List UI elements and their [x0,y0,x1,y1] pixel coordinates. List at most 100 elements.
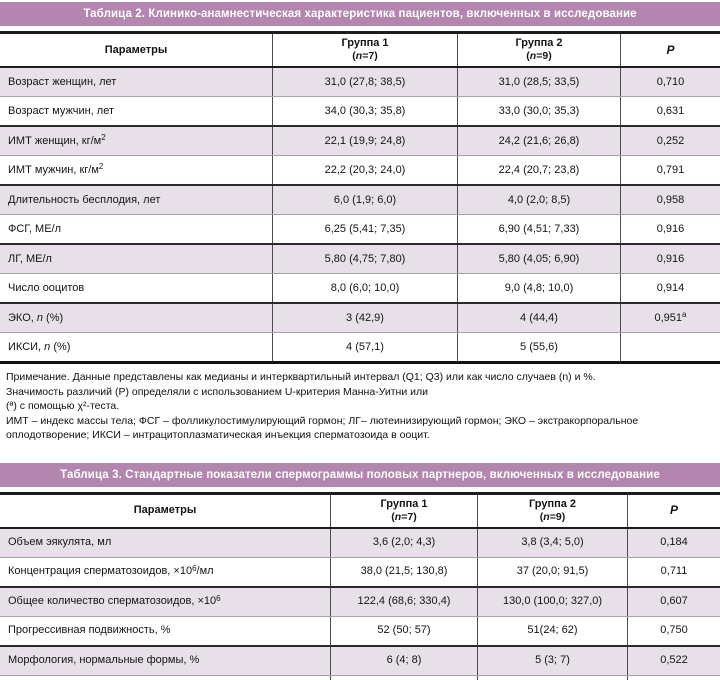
param-cell: ИМТ мужчин, кг/м 2 [8,162,104,176]
table-row: Лейкоциты, ×106/мл 0,3 (0,2; 0,5) 0,5 (0… [0,674,720,680]
col-header-parameters: Параметры [104,43,168,56]
group-size: (n=9) [539,510,566,523]
p-value-cell: 0,711 [627,557,720,586]
p-value-cell [620,333,720,361]
group2-cell: 24,2 (21,6; 26,8) [457,127,620,155]
table-row: ЛГ, МЕ/л 5,80 (4,75; 7,80) 5,80 (4,05; 6… [0,243,720,273]
param-cell: Число ооцитов [8,281,85,294]
table-row: Концентрация сперматозоидов, ×10 6/мл 38,… [0,556,720,586]
table2-header-row: Параметры Группа 1 (n=7) Группа 2 (n=9) … [0,34,720,68]
table-row: ИМТ мужчин, кг/м 2 22,2 (20,3; 24,0) 22,4… [0,155,720,184]
p-value-cell: 0,958 [620,186,720,214]
p-value-cell: 0,791 [620,156,720,184]
table3-section: Таблица 3. Стандартные показатели спермо… [0,462,720,680]
group-size: (n=7) [352,50,378,62]
p-value-cell: 0,914 [620,274,720,302]
group1-cell: 3 (42,9) [272,304,457,332]
group-label: Группа 2 [528,497,577,510]
group1-cell: 122,4 (68,6; 330,4) [330,587,477,616]
param-cell: Возраст мужчин, лет [8,104,115,117]
group1-cell: 6,25 (5,41; 7,35) [272,215,457,243]
param-cell: Концентрация сперматозоидов, ×10 6/мл [8,563,214,578]
table-row: Общее количество сперматозоидов, ×10 6 12… [0,585,720,616]
table2-body: Возраст женщин, лет 31,0 (27,8; 38,5) 31… [0,68,720,361]
table-row: Объем эякулята, мл 3,6 (2,0; 4,3) 3,8 (3… [0,528,720,557]
p-value-cell: 0,631 [620,97,720,125]
table-row: Число ооцитов 8,0 (6,0; 10,0) 9,0 (4,8; … [0,273,720,302]
group2-cell: 6,90 (4,51; 7,33) [457,215,620,243]
group1-cell: 31,0 (27,8; 38,5) [272,68,457,96]
group2-cell: 4 (44,4) [457,304,620,332]
param-cell: Длительность бесплодия, лет [8,193,161,206]
table3-body: Объем эякулята, мл 3,6 (2,0; 4,3) 3,8 (3… [0,528,720,680]
group2-cell: 31,0 (28,5; 33,5) [457,68,620,96]
table-row: Возраст мужчин, лет 34,0 (30,3; 35,8) 33… [0,96,720,125]
col-header-group1: Группа 1 (n=7) [272,34,457,66]
p-value-cell: 0,266 [627,675,720,680]
table2-footnote: Примечание. Данные представлены как меди… [0,364,720,443]
table-row: ИМТ женщин, кг/м 2 22,1 (19,9; 24,8) 24,2… [0,125,720,155]
param-cell: ЭКО, n (%) [8,311,64,324]
col-header-group2: Группа 2 (n=9) [457,34,620,66]
p-value-cell: 0,522 [627,646,720,675]
param-cell: Возраст женщин, лет [8,75,117,88]
table-row: Прогрессивная подвижность, % 52 (50; 57)… [0,615,720,645]
group1-cell: 3,6 (2,0; 4,3) [330,528,477,557]
table-row: Возраст женщин, лет 31,0 (27,8; 38,5) 31… [0,68,720,96]
table-row: ЭКО, n (%) 3 (42,9) 4 (44,4) 0,951 a [0,302,720,332]
table3-header-row: Параметры Группа 1 (n=7) Группа 2 (n=9) … [0,494,720,529]
p-value-cell: 0,916 [620,245,720,273]
table-row: Длительность бесплодия, лет 6,0 (1,9; 6,… [0,184,720,214]
param-cell: ИМТ женщин, кг/м 2 [8,133,106,147]
param-cell: Объем эякулята, мл [8,536,112,548]
group1-cell: 52 (50; 57) [330,616,477,645]
table2: Параметры Группа 1 (n=7) Группа 2 (n=9) … [0,31,720,364]
param-cell: Общее количество сперматозоидов, ×10 6 [8,593,221,608]
group2-cell: 3,8 (3,4; 5,0) [477,528,627,557]
footnote-line: Примечание. Данные представлены как меди… [6,371,596,383]
group-size: (n=7) [391,510,417,523]
param-cell: ЛГ, МЕ/л [8,252,52,265]
group2-cell: 4,0 (2,0; 8,5) [457,186,620,214]
group1-cell: 22,2 (20,3; 24,0) [272,156,457,184]
p-value-cell: 0,184 [627,528,720,557]
table-row: Морфология, нормальные формы, % 6 (4; 8)… [0,644,720,675]
col-header-parameters: Параметры [133,504,197,516]
param-cell: Лейкоциты, ×106/мл [0,676,330,680]
group1-cell: 4 (57,1) [272,333,457,361]
section-spacer [0,443,720,461]
group1-cell: 34,0 (30,3; 35,8) [272,97,457,125]
table2-title: Таблица 2. Клинико-анамнестическая харак… [83,8,637,20]
group1-cell: 6 (4; 8) [330,646,477,675]
group2-cell: 5 (3; 7) [477,646,627,675]
col-header-p: P [627,494,720,527]
col-header-p: P [620,34,720,66]
group-label: Группа 1 [380,497,428,510]
group1-cell: 8,0 (6,0; 10,0) [272,274,457,302]
group1-cell: 22,1 (19,9; 24,8) [272,127,457,155]
footnote-line: (ª) с помощью χ²-теста. [6,400,120,412]
param-cell: Прогрессивная подвижность, % [8,624,171,636]
group-label: Группа 1 [341,37,389,49]
table-row: ФСГ, МЕ/л 6,25 (5,41; 7,35) 6,90 (4,51; … [0,214,720,243]
col-header-group1: Группа 1 (n=7) [330,494,477,527]
group2-cell: 22,4 (20,7; 23,8) [457,156,620,184]
group2-cell: 33,0 (30,0; 35,3) [457,97,620,125]
group1-cell: 6,0 (1,9; 6,0) [272,186,457,214]
group1-cell: 0,3 (0,2; 0,5) [330,675,477,680]
group2-cell: 0,5 (0,2; 0,9) [477,675,627,680]
p-value-cell: 0,951 a [620,304,720,332]
p-value-cell: 0,916 [620,215,720,243]
group-size: (n=9) [526,50,552,62]
table-row: ИКСИ, n (%) 4 (57,1) 5 (55,6) [0,332,720,361]
group2-cell: 5,80 (4,05; 6,90) [457,245,620,273]
param-cell: Морфология, нормальные формы, % [8,654,200,666]
group2-cell: 5 (55,6) [457,333,620,361]
table2-section: Таблица 2. Клинико-анамнестическая харак… [0,2,720,443]
col-header-group2: Группа 2 (n=9) [477,494,627,527]
group2-cell: 51(24; 62) [477,616,627,645]
group2-cell: 130,0 (100,0; 327,0) [477,587,627,616]
table3: Параметры Группа 1 (n=7) Группа 2 (n=9) … [0,491,720,680]
p-value-cell: 0,607 [627,587,720,616]
param-cell: ФСГ, МЕ/л [8,222,62,235]
